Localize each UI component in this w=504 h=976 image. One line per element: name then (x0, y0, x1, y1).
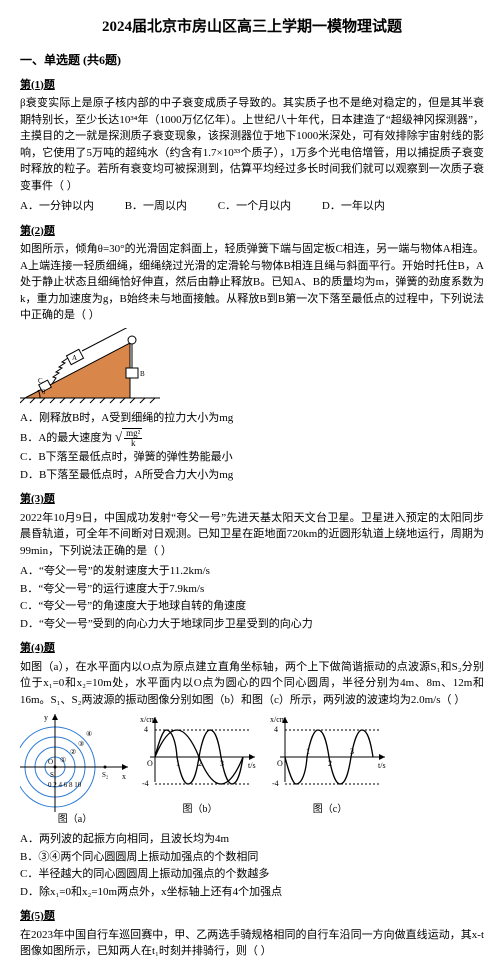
q3-optB: B．“夸父一号”的运行速度大于7.9km/s (20, 581, 484, 598)
svg-text:-4: -4 (272, 779, 279, 788)
q4-figures: x y S₁ S₂ 0 2 4 6 8 10 ① ② ③ ④ O 图（a） x/… (20, 712, 484, 827)
svg-text:A: A (72, 354, 77, 362)
q2-options: A．刚释放B时，A受到细绳的拉力大小为mg B．A的最大速度为 √mg²k C．… (20, 410, 484, 484)
svg-text:S₂: S₂ (102, 771, 109, 779)
svg-text:y: y (44, 713, 48, 722)
svg-text:t/s: t/s (248, 761, 256, 770)
q3-optD: D．“夸父一号”受到的向心力大于地球同步卫星受到的向心力 (20, 616, 484, 633)
svg-text:S₁: S₁ (50, 771, 56, 779)
fig-c: x/cm t/s 4 -4 O 1 2 3 (270, 712, 390, 802)
q2-body: 如图所示，倾角θ=30°的光滑固定斜面上，轻质弹簧下端与固定板C相连，另一端与物… (20, 241, 484, 324)
q4-body: 如图（a），在水平面内以O点为原点建立直角坐标轴，两个上下做简谐振动的点波源S₁… (20, 659, 484, 709)
svg-text:x/cm: x/cm (270, 715, 287, 724)
q5-head: 第(5)题 (20, 908, 484, 925)
svg-text:-4: -4 (142, 779, 149, 788)
incline-figure: C A B θ (20, 328, 160, 408)
fig-a: x y S₁ S₂ 0 2 4 6 8 10 ① ② ③ ④ O (20, 712, 130, 812)
q4-optD: D．除x₁=0和x₂=10m两点外，x坐标轴上还有4个加强点 (20, 884, 484, 901)
fig-a-caption: 图（a） (20, 812, 130, 827)
svg-text:③: ③ (78, 740, 84, 748)
q3-optC: C．“夸父一号”的角速度大于地球自转的角速度 (20, 598, 484, 615)
q1-optA: A．一分钟以内 (20, 198, 94, 215)
fig-c-caption: 图（c） (270, 802, 390, 817)
q1-optB: B．一周以内 (125, 198, 187, 215)
svg-text:①: ① (60, 756, 66, 764)
svg-text:4: 4 (144, 725, 148, 734)
q3-body: 2022年10月9日，中国成功发射“夸父一号”先进天基太阳天文台卫星。卫星进入预… (20, 510, 484, 560)
q4-optA: A．两列波的起振方向相同，且波长均为4m (20, 831, 484, 848)
svg-text:4: 4 (274, 725, 278, 734)
q1-body: β衰变实际上是原子核内部的中子衰变成质子导致的。其实质子也不是绝对稳定的，但是其… (20, 95, 484, 194)
svg-text:④: ④ (86, 730, 92, 738)
svg-text:C: C (38, 377, 43, 385)
q1-optD: D．一年以内 (322, 198, 385, 215)
q3-options: A．“夸父一号”的发射速度大于11.2km/s B．“夸父一号”的运行速度大于7… (20, 563, 484, 632)
q3-optA: A．“夸父一号”的发射速度大于11.2km/s (20, 563, 484, 580)
q1-optC: C．一个月以内 (218, 198, 291, 215)
svg-text:②: ② (70, 748, 76, 756)
svg-text:O: O (147, 759, 153, 768)
q3-head: 第(3)题 (20, 491, 484, 508)
fig-b-caption: 图（b） (140, 802, 260, 817)
svg-text:t/s: t/s (378, 761, 386, 770)
section-heading: 一、单选题 (共6题) (20, 51, 484, 69)
svg-text:x/cm: x/cm (140, 715, 157, 724)
svg-text:0 2 4 6 8 10: 0 2 4 6 8 10 (48, 781, 82, 789)
fig-b: x/cm t/s 4 -4 O 1 2 3 (140, 712, 260, 802)
q4-optB: B．③④两个同心圆圆周上振动加强点的个数相同 (20, 849, 484, 866)
svg-text:O: O (277, 759, 283, 768)
q2-optC: C．B下落至最低点时，弹簧的弹性势能最小 (20, 449, 484, 466)
q4-head: 第(4)题 (20, 640, 484, 657)
q1-options: A．一分钟以内 B．一周以内 C．一个月以内 D．一年以内 (20, 198, 484, 215)
q2-optA: A．刚释放B时，A受到细绳的拉力大小为mg (20, 410, 484, 427)
q2-optD: D．B下落至最低点时，A所受合力大小为mg (20, 467, 484, 484)
q2-head: 第(2)题 (20, 223, 484, 240)
q1-head: 第(1)题 (20, 77, 484, 94)
page-title: 2024届北京市房山区高三上学期一模物理试题 (20, 16, 484, 39)
svg-text:x: x (122, 772, 126, 781)
svg-text:B: B (140, 370, 145, 378)
q4-options: A．两列波的起振方向相同，且波长均为4m B．③④两个同心圆圆周上振动加强点的个… (20, 831, 484, 900)
q4-optC: C．半径越大的同心圆圆周上振动加强点的个数越多 (20, 866, 484, 883)
q5-body: 在2023年中国自行车巡回赛中，甲、乙两选手骑规格相同的自行车沿同一方向做直线运… (20, 927, 484, 960)
svg-text:O: O (48, 758, 53, 766)
q2-optB: B．A的最大速度为 √mg²k (20, 427, 484, 448)
